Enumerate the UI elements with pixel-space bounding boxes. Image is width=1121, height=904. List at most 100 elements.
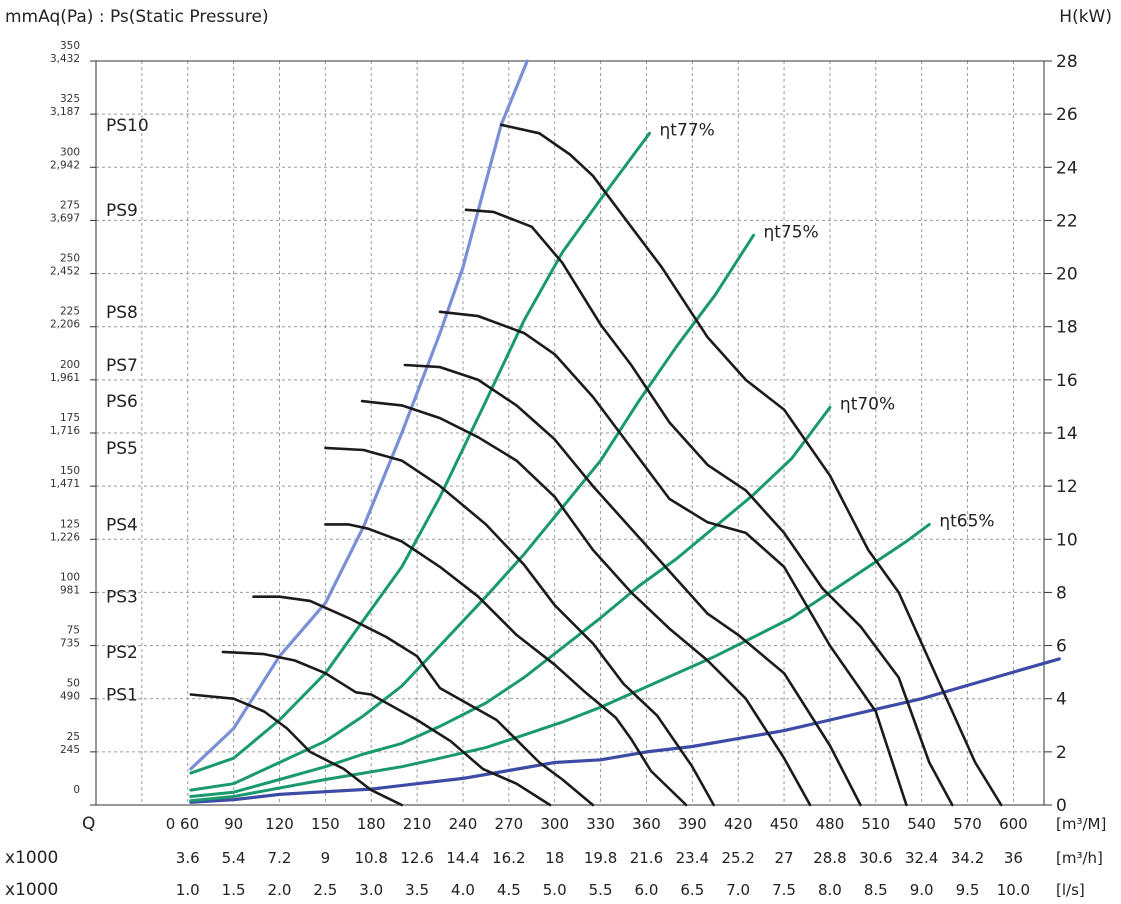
efficiency-curve-label: ηt65% bbox=[939, 511, 994, 531]
bottom-axis-tick-label: 6.5 bbox=[680, 881, 704, 899]
shaft-power-curve bbox=[189, 657, 1061, 804]
left-axis-tick-mmaq: 350 bbox=[60, 40, 80, 52]
bottom-axis-tick-label: 120 bbox=[265, 815, 294, 833]
bottom-axis-tick-label: 30.6 bbox=[859, 849, 892, 867]
left-axis-tick-mmaq: 75 bbox=[67, 625, 80, 637]
bottom-axis-unit: [m³/M] bbox=[1056, 815, 1106, 833]
efficiency-curve bbox=[189, 406, 832, 798]
bottom-axis-tick-label: 27 bbox=[775, 849, 794, 867]
chart-title-left: mmAq(Pa) : Ps(Static Pressure) bbox=[5, 7, 269, 27]
bottom-axis-tick-label: 360 bbox=[632, 815, 661, 833]
bottom-axis-tick-label: 25.2 bbox=[721, 849, 754, 867]
bottom-axis-unit: [m³/h] bbox=[1056, 849, 1103, 867]
right-axis-tick-label: 14 bbox=[1056, 424, 1078, 444]
bottom-axis-tick-label: 1.0 bbox=[176, 881, 200, 899]
left-axis-tick-pa: 3,697 bbox=[50, 212, 80, 224]
bottom-axis-row-head: Q bbox=[82, 814, 95, 834]
system-resistance-curve bbox=[189, 59, 529, 771]
bottom-axis-tick-label: 16.2 bbox=[492, 849, 525, 867]
left-axis-tick-pa: 2,206 bbox=[50, 319, 80, 331]
bottom-axis-tick-label: 4.0 bbox=[451, 881, 475, 899]
bottom-axis-tick-label: 7.2 bbox=[268, 849, 292, 867]
pressure-curve-label: PS9 bbox=[106, 201, 138, 221]
left-axis-tick-pa: 1,471 bbox=[50, 478, 80, 490]
right-axis-tick-label: 12 bbox=[1056, 477, 1078, 497]
axes: 02524550490757351009811251,2261501,47117… bbox=[5, 40, 1106, 900]
efficiency-curve-label: ηt75% bbox=[763, 222, 818, 242]
bottom-axis-tick-label: 21.6 bbox=[630, 849, 663, 867]
bottom-axis-tick-label: 5.5 bbox=[589, 881, 613, 899]
pressure-curve bbox=[464, 208, 954, 807]
right-axis-tick-label: 4 bbox=[1056, 690, 1067, 710]
bottom-axis-tick-label: 510 bbox=[861, 815, 890, 833]
bottom-axis-tick-label: 1.5 bbox=[222, 881, 246, 899]
left-axis-tick-mmaq: 25 bbox=[67, 731, 80, 743]
left-axis-tick-mmaq: 275 bbox=[60, 199, 80, 211]
bottom-axis-row-head: x1000 bbox=[5, 880, 58, 900]
pressure-curve-label: PS8 bbox=[106, 303, 138, 323]
pressure-curve bbox=[403, 363, 862, 807]
left-axis-tick-pa: 1,716 bbox=[50, 425, 80, 437]
pressure-curve-label: PS6 bbox=[106, 392, 138, 412]
bottom-axis-tick-label: 10.0 bbox=[997, 881, 1030, 899]
right-axis-tick-label: 18 bbox=[1056, 318, 1078, 338]
bottom-axis-tick-label: 9 bbox=[321, 849, 331, 867]
pressure-curve bbox=[324, 446, 715, 807]
bottom-axis-tick-label: 270 bbox=[495, 815, 524, 833]
bottom-axis-tick-label: 300 bbox=[540, 815, 569, 833]
left-axis-tick-mmaq: 200 bbox=[60, 359, 80, 371]
bottom-axis-tick-label: 180 bbox=[357, 815, 386, 833]
pressure-curve-label: PS4 bbox=[106, 515, 138, 535]
right-axis-tick-label: 10 bbox=[1056, 530, 1078, 550]
bottom-axis-row-head: x1000 bbox=[5, 848, 58, 868]
efficiency-curve-label: ηt77% bbox=[660, 120, 715, 140]
pressure-curve bbox=[189, 693, 404, 807]
bottom-axis-tick-label: 570 bbox=[953, 815, 982, 833]
pressure-curve-label: PS2 bbox=[106, 643, 138, 663]
bottom-axis-tick-label: 8.5 bbox=[864, 881, 888, 899]
bottom-axis-tick-label: 5.4 bbox=[222, 849, 246, 867]
bottom-axis-unit: [l/s] bbox=[1056, 881, 1085, 899]
pressure-curve bbox=[221, 650, 552, 807]
bottom-axis-tick-label: 4.5 bbox=[497, 881, 521, 899]
right-axis-tick-label: 28 bbox=[1056, 52, 1078, 72]
bottom-axis-tick-label: 18 bbox=[545, 849, 564, 867]
bottom-axis-tick-label: 240 bbox=[449, 815, 478, 833]
right-axis-tick-label: 20 bbox=[1056, 265, 1078, 285]
bottom-axis-tick-label: 10.8 bbox=[355, 849, 388, 867]
left-axis-tick-pa: 245 bbox=[60, 744, 80, 756]
pressure-curve-label: PS10 bbox=[106, 116, 149, 136]
bottom-axis-tick-label: 2.0 bbox=[268, 881, 292, 899]
left-axis-tick-mmaq: 125 bbox=[60, 518, 80, 530]
bottom-axis-tick-label: 540 bbox=[907, 815, 936, 833]
grid bbox=[95, 60, 1045, 806]
pressure-curve-label: PS3 bbox=[106, 588, 138, 608]
left-axis-tick-mmaq: 50 bbox=[67, 678, 80, 690]
left-axis-tick-mmaq: 325 bbox=[60, 93, 80, 105]
bottom-axis-tick-label: 390 bbox=[678, 815, 707, 833]
bottom-axis-tick-label: 600 bbox=[999, 815, 1028, 833]
pressure-curve-label: PS7 bbox=[106, 356, 138, 376]
pressure-curve bbox=[360, 399, 812, 807]
bottom-axis-tick-label: 8.0 bbox=[818, 881, 842, 899]
bottom-axis-tick-label: 2.5 bbox=[313, 881, 337, 899]
left-axis-tick-pa: 735 bbox=[60, 638, 80, 650]
bottom-axis-tick-label: 19.8 bbox=[584, 849, 617, 867]
left-axis-tick-pa: 2,942 bbox=[50, 159, 80, 171]
bottom-axis-tick-label: 7.0 bbox=[726, 881, 750, 899]
bottom-axis-tick-label: 7.5 bbox=[772, 881, 796, 899]
pressure-curve-label: PS5 bbox=[106, 439, 138, 459]
bottom-axis-tick-label: 90 bbox=[224, 815, 243, 833]
efficiency-curve-label: ηt70% bbox=[840, 394, 895, 414]
bottom-axis-tick-label: 210 bbox=[403, 815, 432, 833]
bottom-axis-tick-label: 5.0 bbox=[543, 881, 567, 899]
right-axis-tick-label: 22 bbox=[1056, 211, 1078, 231]
left-axis-tick-pa: 490 bbox=[60, 691, 80, 703]
left-axis-tick-pa: 3,432 bbox=[50, 53, 80, 65]
pressure-curve bbox=[438, 310, 908, 807]
curves: ηt77% ηt75% ηt70% ηt65% PS1 PS2 PS3 PS4 PS5 PS6 PS… bbox=[106, 59, 1061, 807]
pressure-curve bbox=[499, 123, 1003, 807]
bottom-axis-tick-label: 23.4 bbox=[676, 849, 709, 867]
bottom-axis-tick-label: 12.6 bbox=[400, 849, 433, 867]
